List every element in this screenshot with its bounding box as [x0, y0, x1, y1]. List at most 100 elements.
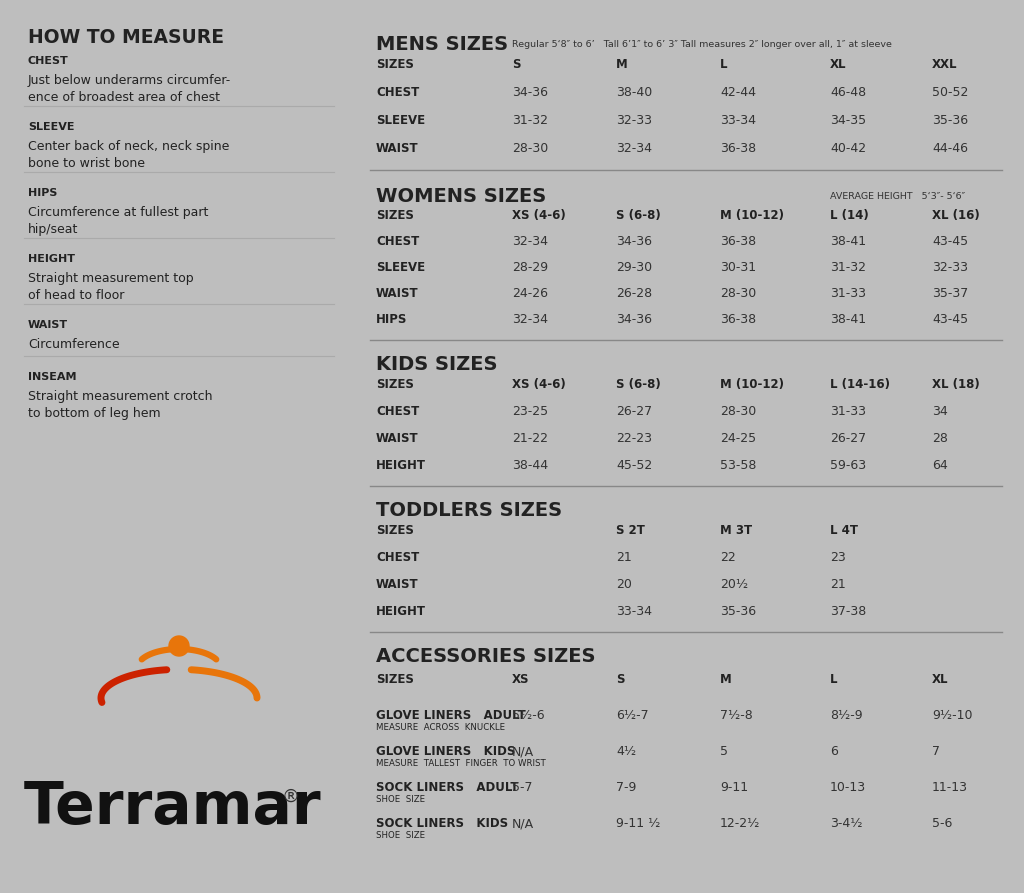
Text: XS (4-6): XS (4-6) — [512, 378, 565, 391]
Text: 23-25: 23-25 — [512, 405, 548, 418]
Text: 34-36: 34-36 — [512, 86, 548, 99]
Text: 45-52: 45-52 — [616, 459, 652, 472]
Text: CHEST: CHEST — [28, 56, 69, 66]
Text: M: M — [616, 58, 628, 71]
Text: 9½-10: 9½-10 — [932, 709, 973, 722]
Text: S (6-8): S (6-8) — [616, 378, 660, 391]
Text: MENS SIZES: MENS SIZES — [376, 35, 508, 54]
Text: CHEST: CHEST — [376, 405, 419, 418]
Text: 21-22: 21-22 — [512, 431, 548, 445]
Text: Straight measurement top
of head to floor: Straight measurement top of head to floo… — [28, 272, 194, 302]
Text: XL: XL — [932, 673, 948, 686]
Text: 43-45: 43-45 — [932, 236, 968, 248]
Text: 29-30: 29-30 — [616, 262, 652, 274]
Text: 5½-6: 5½-6 — [512, 709, 545, 722]
Text: Straight measurement crotch
to bottom of leg hem: Straight measurement crotch to bottom of… — [28, 390, 213, 420]
Text: 22: 22 — [720, 551, 736, 563]
Text: 30-31: 30-31 — [720, 262, 756, 274]
Text: 26-28: 26-28 — [616, 288, 652, 300]
Text: 32-34: 32-34 — [616, 142, 652, 155]
Text: 43-45: 43-45 — [932, 313, 968, 326]
Text: 7½-8: 7½-8 — [720, 709, 753, 722]
Text: 35-37: 35-37 — [932, 288, 969, 300]
Text: TODDLERS SIZES: TODDLERS SIZES — [376, 502, 562, 521]
Text: 21: 21 — [616, 551, 632, 563]
Text: GLOVE LINERS   KIDS: GLOVE LINERS KIDS — [376, 745, 515, 758]
Text: ACCESSORIES SIZES: ACCESSORIES SIZES — [376, 647, 596, 666]
Text: HOW TO MEASURE: HOW TO MEASURE — [28, 28, 224, 47]
Text: CHEST: CHEST — [376, 551, 419, 563]
Text: MEASURE  ACROSS  KNUCKLE: MEASURE ACROSS KNUCKLE — [376, 723, 505, 732]
Text: L: L — [830, 673, 838, 686]
Text: M 3T: M 3T — [720, 524, 752, 537]
Text: 24-26: 24-26 — [512, 288, 548, 300]
Text: 4½: 4½ — [616, 745, 636, 758]
Text: 64: 64 — [932, 459, 948, 472]
Text: CHEST: CHEST — [376, 236, 419, 248]
Text: 6: 6 — [830, 745, 838, 758]
Text: 28-30: 28-30 — [720, 288, 757, 300]
Text: SIZES: SIZES — [376, 673, 414, 686]
Text: Circumference at fullest part
hip/seat: Circumference at fullest part hip/seat — [28, 206, 208, 236]
Text: HEIGHT: HEIGHT — [28, 254, 75, 264]
Text: 26-27: 26-27 — [616, 405, 652, 418]
Text: Regular 5‘8″ to 6’   Tall 6’1″ to 6’ 3″ Tall measures 2″ longer over all, 1″ at : Regular 5‘8″ to 6’ Tall 6’1″ to 6’ 3″ Ta… — [512, 40, 892, 49]
Text: 38-41: 38-41 — [830, 236, 866, 248]
Text: HEIGHT: HEIGHT — [376, 605, 426, 618]
Text: 3-4½: 3-4½ — [830, 817, 862, 830]
Text: 38-44: 38-44 — [512, 459, 548, 472]
Text: S: S — [512, 58, 520, 71]
Text: Circumference: Circumference — [28, 338, 120, 351]
Text: SLEEVE: SLEEVE — [376, 262, 425, 274]
Text: 8½-9: 8½-9 — [830, 709, 862, 722]
Text: 35-36: 35-36 — [932, 114, 968, 127]
Text: 33-34: 33-34 — [616, 605, 652, 618]
Text: 34-36: 34-36 — [616, 313, 652, 326]
Text: 37-38: 37-38 — [830, 605, 866, 618]
Text: 6½-7: 6½-7 — [616, 709, 648, 722]
Text: 35-36: 35-36 — [720, 605, 756, 618]
Text: 36-38: 36-38 — [720, 313, 756, 326]
Text: N/A: N/A — [512, 817, 535, 830]
Text: XL: XL — [830, 58, 847, 71]
Text: L (14-16): L (14-16) — [830, 378, 890, 391]
Text: 12-2½: 12-2½ — [720, 817, 761, 830]
Text: M: M — [720, 673, 732, 686]
Text: HIPS: HIPS — [28, 188, 57, 198]
Text: XS: XS — [512, 673, 529, 686]
Text: 5-7: 5-7 — [512, 781, 532, 794]
Text: SLEEVE: SLEEVE — [28, 122, 75, 132]
Text: SOCK LINERS   KIDS: SOCK LINERS KIDS — [376, 817, 508, 830]
Text: 7-9: 7-9 — [616, 781, 636, 794]
Text: SIZES: SIZES — [376, 58, 414, 71]
Text: 31-32: 31-32 — [512, 114, 548, 127]
Text: 7: 7 — [932, 745, 940, 758]
Text: XL (18): XL (18) — [932, 378, 980, 391]
Text: 28-29: 28-29 — [512, 262, 548, 274]
Text: SHOE  SIZE: SHOE SIZE — [376, 831, 425, 840]
Text: 31-33: 31-33 — [830, 405, 866, 418]
Text: 32-33: 32-33 — [616, 114, 652, 127]
Text: SLEEVE: SLEEVE — [376, 114, 425, 127]
Text: 59-63: 59-63 — [830, 459, 866, 472]
Text: 36-38: 36-38 — [720, 142, 756, 155]
Text: S (6-8): S (6-8) — [616, 209, 660, 222]
Text: SOCK LINERS   ADULT: SOCK LINERS ADULT — [376, 781, 518, 794]
Text: 28-30: 28-30 — [512, 142, 548, 155]
Text: 5-6: 5-6 — [932, 817, 952, 830]
Text: 26-27: 26-27 — [830, 431, 866, 445]
Text: Just below underarms circumfer-
ence of broadest area of chest: Just below underarms circumfer- ence of … — [28, 74, 231, 104]
Text: 24-25: 24-25 — [720, 431, 756, 445]
Text: WAIST: WAIST — [376, 288, 419, 300]
Text: 11-13: 11-13 — [932, 781, 968, 794]
Text: 32-34: 32-34 — [512, 313, 548, 326]
Text: SIZES: SIZES — [376, 524, 414, 537]
Text: 38-40: 38-40 — [616, 86, 652, 99]
Text: AVERAGE HEIGHT   5‘3″- 5‘6″: AVERAGE HEIGHT 5‘3″- 5‘6″ — [830, 192, 966, 201]
Text: HEIGHT: HEIGHT — [376, 459, 426, 472]
Text: SHOE  SIZE: SHOE SIZE — [376, 796, 425, 805]
Text: 9-11: 9-11 — [720, 781, 749, 794]
Text: XS (4-6): XS (4-6) — [512, 209, 565, 222]
Text: 32-34: 32-34 — [512, 236, 548, 248]
Text: WAIST: WAIST — [376, 142, 419, 155]
